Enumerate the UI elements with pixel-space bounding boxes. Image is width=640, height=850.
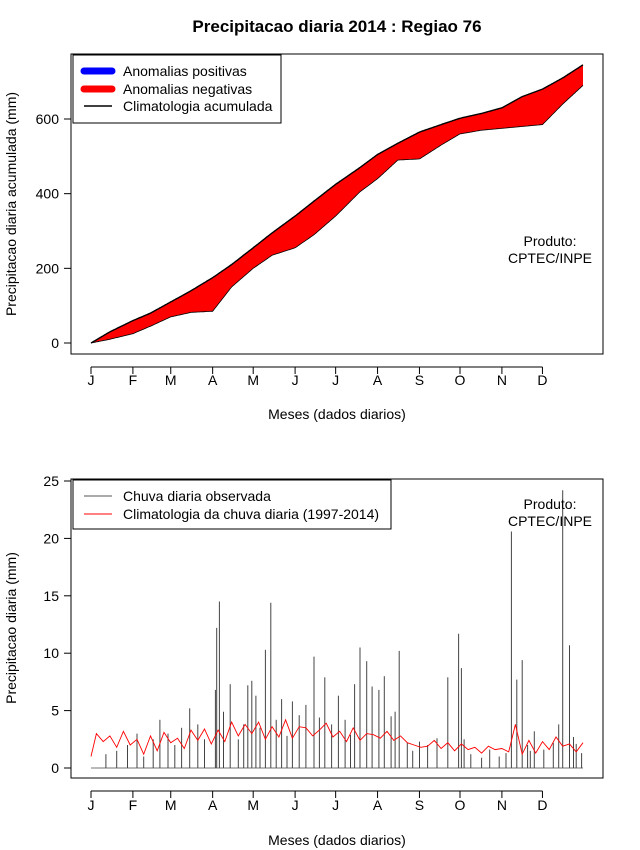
y-tick-label: 5 <box>51 703 59 719</box>
x-axis-label: Meses (dados diarios) <box>268 406 406 422</box>
x-tick-label: J <box>88 797 95 813</box>
anomaly-area-group <box>90 64 584 344</box>
x-tick-label: M <box>247 372 259 388</box>
y-tick-label: 400 <box>36 186 60 202</box>
legend-box <box>72 479 392 530</box>
x-tick-label: J <box>292 797 299 813</box>
climatology-daily-line <box>90 718 584 757</box>
legend: Anomalias positivas Anomalias negativas … <box>72 54 282 124</box>
x-tick-label: S <box>415 797 424 813</box>
daily-bars-group <box>91 490 583 769</box>
x-tick-label: J <box>88 372 95 388</box>
figure-title: Precipitacao diaria 2014 : Regiao 76 <box>192 17 481 36</box>
observed-cumulative-line <box>90 85 584 344</box>
y-tick-label: 10 <box>43 645 59 661</box>
x-tick-label: A <box>373 372 383 388</box>
y-tick-label: 0 <box>51 760 59 776</box>
climatology-line-group <box>90 718 584 757</box>
negative-anomaly-area <box>91 64 583 344</box>
product-source: CPTEC/INPE <box>508 250 592 266</box>
x-tick-label: M <box>165 372 177 388</box>
x-tick-label: D <box>537 372 547 388</box>
x-tick-label: D <box>537 797 547 813</box>
x-tick-label: O <box>455 372 466 388</box>
x-tick-label: F <box>129 797 138 813</box>
y-tick-label: 20 <box>43 530 59 546</box>
legend-label-climatology: Climatologia acumulada <box>123 98 273 114</box>
x-tick-label: J <box>292 372 299 388</box>
x-tick-label: A <box>208 797 218 813</box>
x-tick-label: M <box>247 797 259 813</box>
legend-label-negative: Anomalias negativas <box>123 81 252 97</box>
cumulative-precipitation-panel: 0 200 400 600 J F M A M J J A S O N D Meses (dados dia… <box>3 53 604 422</box>
legend-label-positive: Anomalias positivas <box>123 63 247 79</box>
x-tick-label: J <box>332 372 339 388</box>
y-tick-label: 600 <box>36 111 60 127</box>
product-label: Produto: <box>524 496 577 512</box>
y-tick-label: 0 <box>51 335 59 351</box>
product-label: Produto: <box>524 233 577 249</box>
y-tick-label: 15 <box>43 588 59 604</box>
product-source: CPTEC/INPE <box>508 513 592 529</box>
x-axis-label: Meses (dados diarios) <box>268 832 406 848</box>
x-tick-label: M <box>165 797 177 813</box>
x-tick-label: A <box>373 797 383 813</box>
x-tick-label: A <box>208 372 218 388</box>
x-tick-label: F <box>129 372 138 388</box>
y-axis: 0 200 400 600 <box>36 111 72 351</box>
y-tick-label: 200 <box>36 260 60 276</box>
y-axis: 0 5 10 15 20 25 <box>43 473 72 776</box>
y-axis-label: Precipitacao diaria acumulada (mm) <box>3 92 19 316</box>
x-tick-label: N <box>497 797 507 813</box>
legend-label-observed: Chuva diaria observada <box>123 488 271 504</box>
x-tick-label: N <box>497 372 507 388</box>
legend-label-climatology: Climatologia da chuva diaria (1997-2014) <box>123 506 379 522</box>
daily-precipitation-panel: 0 5 10 15 20 25 J F M A M J J A S O N D Meses (dados dia… <box>3 473 604 848</box>
climatology-cumulative-line <box>90 64 584 344</box>
x-tick-label: O <box>455 797 466 813</box>
y-axis-label: Precipitacao diaria (mm) <box>3 552 19 704</box>
y-tick-label: 25 <box>43 473 59 489</box>
x-tick-label: J <box>332 797 339 813</box>
legend: Chuva diaria observada Climatologia da c… <box>72 479 392 530</box>
x-tick-label: S <box>415 372 424 388</box>
